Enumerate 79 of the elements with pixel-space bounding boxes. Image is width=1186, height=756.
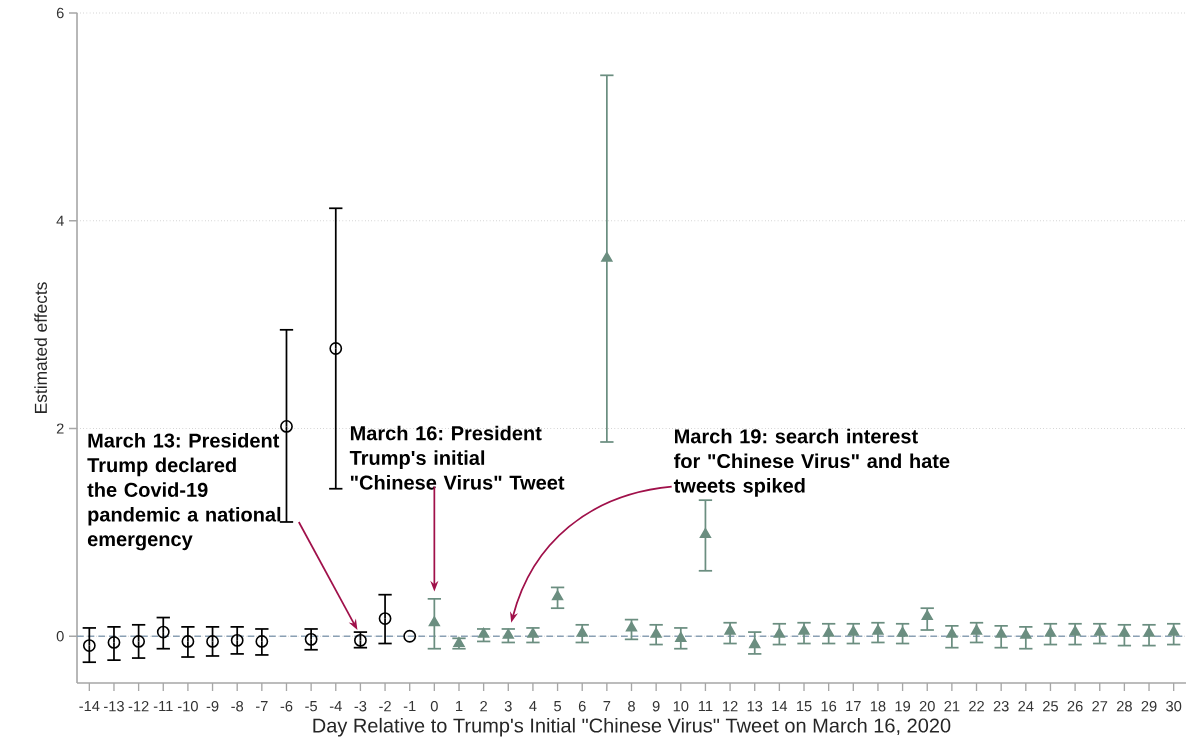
x-tick-label: -3 <box>354 701 367 712</box>
x-tick-label: 2 <box>480 701 487 712</box>
x-tick-label: -14 <box>79 701 100 712</box>
point <box>675 631 687 642</box>
x-tick-label: 5 <box>554 701 562 712</box>
point <box>650 627 662 638</box>
point <box>132 635 146 648</box>
point <box>749 638 761 649</box>
x-tick-label: -5 <box>305 701 318 712</box>
point <box>156 625 170 639</box>
x-tick-label: 18 <box>870 701 886 712</box>
x-tick-label: 9 <box>652 701 660 712</box>
x-tick-label: -9 <box>206 701 219 712</box>
x-tick-label: 11 <box>698 701 713 712</box>
x-tick-label: 10 <box>673 701 689 712</box>
y-tick-label: 0 <box>56 631 64 642</box>
point <box>329 342 343 355</box>
annotation: March 19: search interest for "Chinese Virus" and hate tweets spiked <box>673 428 950 497</box>
x-tick-label: 22 <box>969 701 984 712</box>
x-tick-label: 20 <box>919 701 935 712</box>
point <box>1044 626 1057 637</box>
point <box>773 627 786 638</box>
x-tick-label: 6 <box>578 701 586 712</box>
x-tick-label: 23 <box>993 701 1009 712</box>
y-tick-label: 4 <box>56 215 64 226</box>
x-tick-label: 7 <box>603 701 611 712</box>
x-tick-label: 0 <box>430 701 438 712</box>
y-axis-title: Estimated effects <box>34 282 47 413</box>
x-tick-label: 25 <box>1043 701 1058 712</box>
annotation: March 16: President Trump's initial "Chinese Virus" Tweet <box>349 425 565 490</box>
x-tick-label: 8 <box>628 701 635 712</box>
x-tick-label: 12 <box>723 701 738 712</box>
point <box>823 626 835 637</box>
point <box>378 612 392 625</box>
y-tick-label: 6 <box>56 7 64 19</box>
x-tick-label: 1 <box>456 701 463 712</box>
x-tick-label: 28 <box>1116 701 1132 712</box>
point <box>206 635 219 648</box>
point <box>896 626 909 637</box>
point <box>601 251 613 262</box>
x-axis-title: Day Relative to Trump's Initial "Chinese Virus" Tweet on March 16, 2020 <box>313 717 951 737</box>
x-tick-label: 26 <box>1067 701 1083 712</box>
x-tick-label: 3 <box>504 701 512 712</box>
x-tick-label: 15 <box>796 701 812 712</box>
point <box>230 634 244 647</box>
x-tick-label: 13 <box>747 701 763 712</box>
x-tick-label: 16 <box>821 701 837 712</box>
x-tick-label: 27 <box>1092 701 1108 712</box>
x-tick-label: 24 <box>1018 701 1034 712</box>
x-tick-label: -8 <box>231 701 244 712</box>
x-tick-label: -12 <box>128 701 149 712</box>
x-tick-label: 19 <box>895 701 911 712</box>
point <box>699 528 712 539</box>
x-tick-label: 14 <box>772 701 788 712</box>
point <box>181 635 195 648</box>
point <box>428 616 440 627</box>
x-tick-label: -10 <box>177 701 198 712</box>
x-tick-label: -11 <box>153 701 173 712</box>
point <box>255 635 269 648</box>
x-tick-label: -13 <box>104 701 124 712</box>
y-tick-label: 2 <box>56 423 64 434</box>
annotation: March 13: President Trump declared the Covid-19 pandemic a national emergency <box>87 432 281 551</box>
x-tick-label: 29 <box>1141 701 1157 712</box>
point <box>304 632 318 646</box>
point <box>477 627 490 638</box>
x-tick-label: 17 <box>846 701 861 712</box>
x-tick-label: 4 <box>529 701 537 712</box>
x-tick-label: -6 <box>280 701 293 712</box>
x-tick-label: 21 <box>944 701 960 712</box>
point <box>551 590 564 601</box>
point <box>107 636 121 649</box>
x-tick-label: -2 <box>379 701 391 712</box>
point <box>82 639 96 652</box>
point <box>280 420 293 433</box>
x-tick-label: -1 <box>403 701 416 712</box>
point <box>403 629 417 643</box>
x-tick-label: -7 <box>255 701 268 712</box>
x-tick-label: -4 <box>329 701 342 712</box>
x-tick-label: 30 <box>1166 701 1182 712</box>
